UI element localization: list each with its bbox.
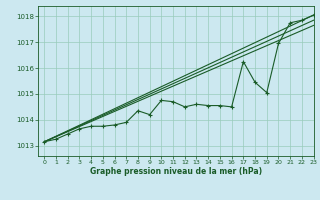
X-axis label: Graphe pression niveau de la mer (hPa): Graphe pression niveau de la mer (hPa) bbox=[90, 167, 262, 176]
